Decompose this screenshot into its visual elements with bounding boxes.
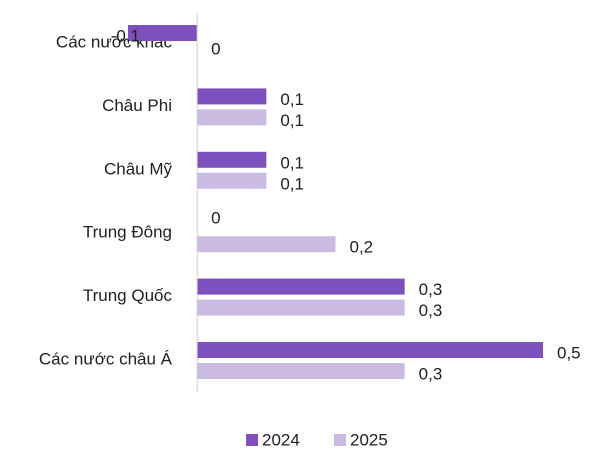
value-label: 0,1 xyxy=(280,111,304,130)
value-label: 0 xyxy=(211,209,220,228)
bar xyxy=(197,278,405,295)
category-label: Các nước châu Á xyxy=(39,349,173,368)
bar xyxy=(197,151,267,168)
value-label: 0,1 xyxy=(280,174,304,193)
value-label: 0,1 xyxy=(280,90,304,109)
value-label: 0,3 xyxy=(419,301,443,320)
value-label: -0,1 xyxy=(111,26,140,45)
legend-label: 2024 xyxy=(262,430,300,449)
category-label: Châu Phi xyxy=(102,96,172,115)
bar xyxy=(128,25,198,41)
value-label: 0 xyxy=(211,39,220,58)
bar xyxy=(197,172,267,189)
value-label: 0,5 xyxy=(557,343,581,362)
value-label: 0,3 xyxy=(419,364,443,383)
category-label: Trung Đông xyxy=(83,223,172,242)
bar xyxy=(197,363,405,379)
value-label: 0,1 xyxy=(280,153,304,172)
legend-label: 2025 xyxy=(350,430,388,449)
bar xyxy=(197,109,267,126)
category-label: Trung Quốc xyxy=(83,286,173,305)
category-label: Châu Mỹ xyxy=(104,159,173,178)
value-label: 0,3 xyxy=(419,280,443,299)
bar xyxy=(197,236,336,253)
bar xyxy=(197,342,543,358)
legend-swatch xyxy=(334,434,346,446)
bar xyxy=(197,88,267,105)
value-label: 0,2 xyxy=(350,238,374,257)
legend-swatch xyxy=(246,434,258,446)
bar xyxy=(197,299,405,316)
